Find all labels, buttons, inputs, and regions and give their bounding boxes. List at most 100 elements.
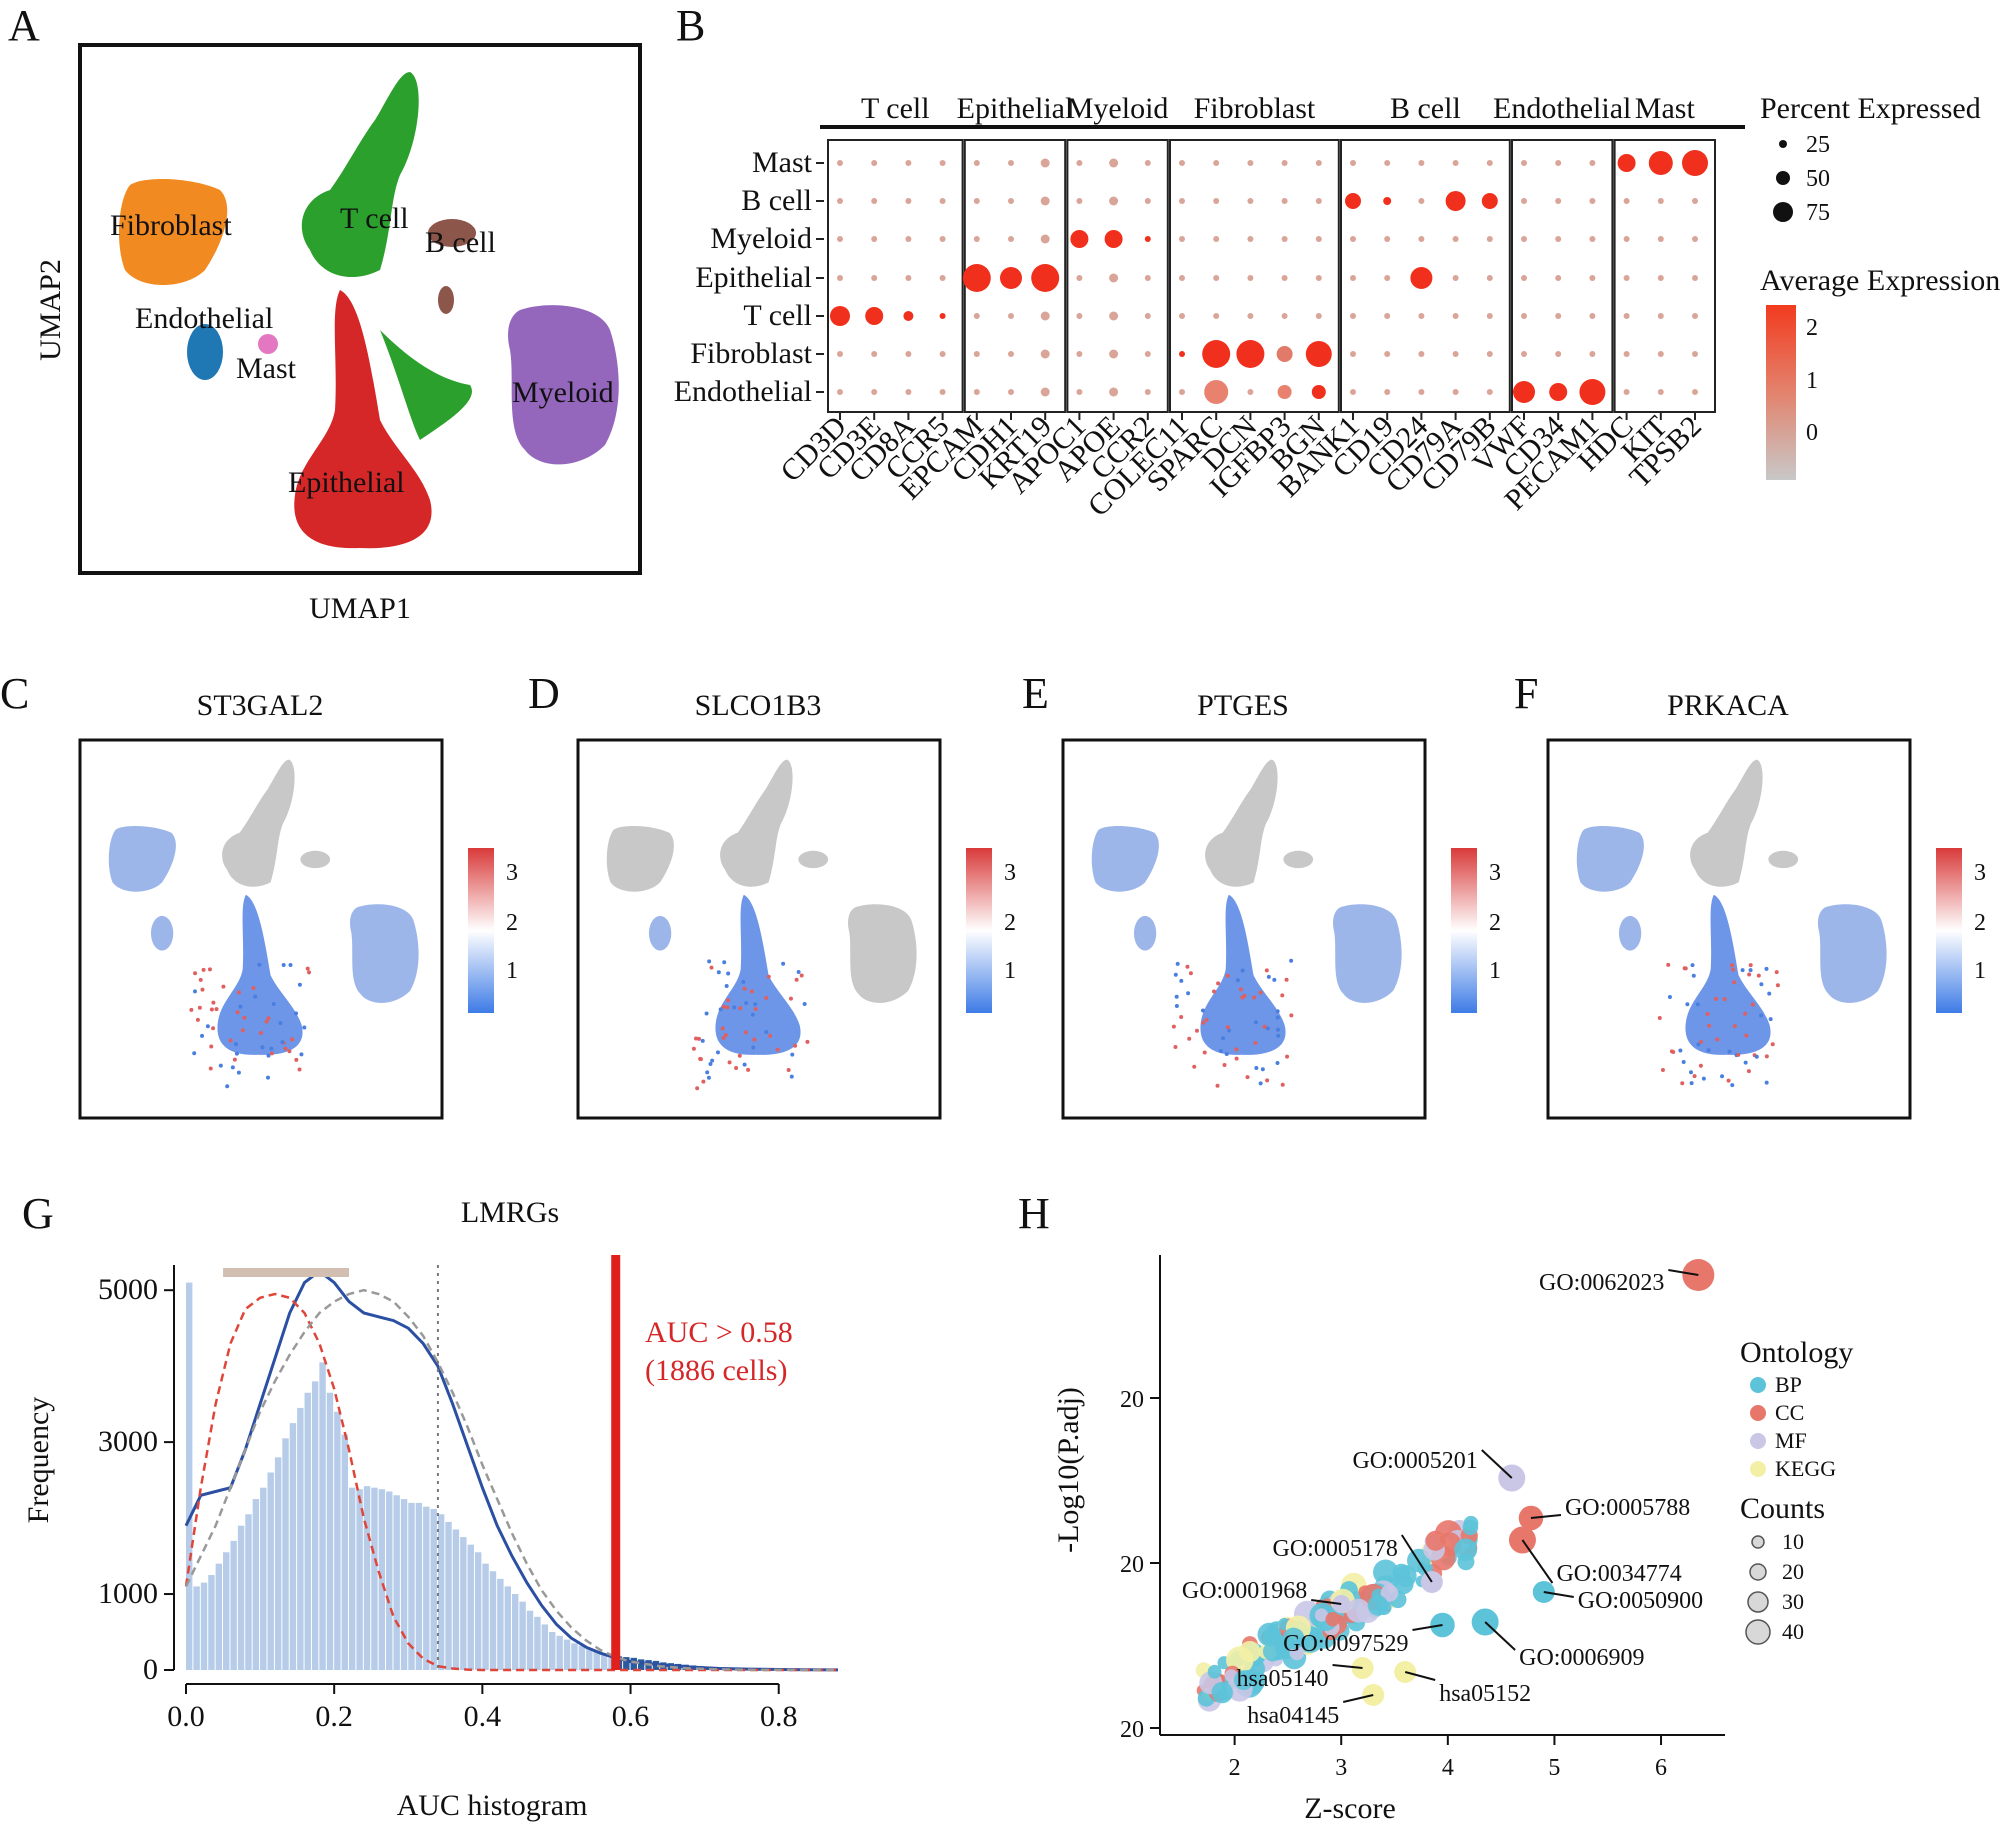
dotplot-dot xyxy=(1453,236,1459,242)
dotplot-dot xyxy=(1692,275,1698,281)
dotplot-dot xyxy=(1658,275,1664,281)
feature-speckle xyxy=(289,963,293,967)
histogram-range-bar xyxy=(223,1268,349,1277)
feature-colorbar xyxy=(1936,848,1962,1013)
histogram-bar xyxy=(260,1488,266,1670)
feature-speckle xyxy=(266,1076,270,1080)
dotplot-dot xyxy=(1204,380,1228,404)
dotplot-dot xyxy=(1076,275,1082,281)
dotplot-dot xyxy=(905,160,911,166)
feature-speckle xyxy=(744,1001,748,1005)
scatter-point-label: GO:0005201 xyxy=(1352,1448,1477,1474)
histogram-bar xyxy=(445,1522,451,1670)
panel-label-b: B xyxy=(676,1,705,50)
feature-speckle xyxy=(1744,1061,1748,1065)
dotplot-dot xyxy=(1008,198,1014,204)
counts-legend-label: 30 xyxy=(1782,1589,1804,1614)
feature-speckle xyxy=(1179,1015,1183,1019)
feature-speckle xyxy=(1212,990,1216,994)
dotplot-dot xyxy=(1145,389,1151,395)
feature-colorbar-tick-2: 2 xyxy=(1974,910,1986,936)
dotplot-dot xyxy=(871,160,877,166)
umap-panel-a: Fibroblast T cell B cell Endothelial Mas… xyxy=(34,45,640,625)
dotplot-dot xyxy=(1521,198,1527,204)
size-legend-50: 50 xyxy=(1806,166,1830,192)
dotplot-dot xyxy=(1624,236,1630,242)
feature-speckle xyxy=(1203,1051,1207,1055)
dotplot-dot xyxy=(1041,350,1050,359)
dotplot-dot xyxy=(1453,351,1459,357)
dotplot-dot xyxy=(1658,351,1664,357)
feature-speckle xyxy=(738,1054,742,1058)
dotplot-dot xyxy=(1041,235,1050,244)
histogram-bar xyxy=(238,1526,244,1670)
feature-speckle xyxy=(707,1076,711,1080)
feature-speckle xyxy=(750,990,754,994)
dotplot-dot xyxy=(837,198,843,204)
histogram-bar xyxy=(319,1362,325,1670)
dotplot-dot xyxy=(1418,313,1424,319)
histogram-x-tick-label: 0.6 xyxy=(612,1700,650,1733)
feature-speckle xyxy=(221,985,225,989)
dotplot-dot xyxy=(1282,198,1288,204)
feature-speckle xyxy=(1730,1083,1734,1087)
histogram-bar xyxy=(230,1541,236,1670)
feature-speckle xyxy=(1246,1075,1250,1079)
feature-speckle xyxy=(238,1005,242,1009)
feature-colorbar xyxy=(1451,848,1477,1013)
feature-speckle xyxy=(1764,967,1768,971)
dotplot-dot xyxy=(1549,383,1567,401)
dotplot-dot xyxy=(974,236,980,242)
dotplot-dot xyxy=(1179,275,1185,281)
dotplot-group-label: Myeloid xyxy=(1067,92,1169,125)
feature-speckle xyxy=(1755,1055,1759,1059)
feature-speckle xyxy=(1265,1078,1269,1082)
dotplot-dot xyxy=(1008,313,1014,319)
dotplot-dot xyxy=(1487,275,1493,281)
scatter-x-tick-label: 3 xyxy=(1335,1755,1347,1781)
feature-speckle xyxy=(1776,983,1780,987)
dotplot-dot xyxy=(1682,150,1708,176)
counts-legend-circle xyxy=(1750,1564,1766,1580)
histogram-bar xyxy=(393,1495,399,1670)
umap-a-xlabel: UMAP1 xyxy=(309,592,411,625)
dotplot-dot xyxy=(1213,160,1219,166)
ontology-legend-label: MF xyxy=(1775,1428,1807,1453)
feature-speckle xyxy=(206,1024,210,1028)
dotplot-dot xyxy=(1247,198,1253,204)
counts-legend-circle xyxy=(1746,1620,1770,1644)
feature-speckle xyxy=(695,1086,699,1090)
feature-speckle xyxy=(751,1046,755,1050)
histogram-bar xyxy=(512,1594,518,1670)
feature-speckle xyxy=(231,1065,235,1069)
dotplot-dot xyxy=(1316,275,1322,281)
feature-speckle xyxy=(284,1047,288,1051)
feature-speckle xyxy=(698,1057,702,1061)
feature-speckle xyxy=(233,1058,237,1062)
dotplot-dot xyxy=(1312,385,1326,399)
dotplot-dot xyxy=(1316,236,1322,242)
feature-speckle xyxy=(237,1071,241,1075)
feature-speckle xyxy=(1767,992,1771,996)
dotplot-dot xyxy=(1247,160,1253,166)
dotplot-dot xyxy=(1350,275,1356,281)
feature-colorbar xyxy=(468,848,494,1013)
dotplot-dot xyxy=(940,389,946,395)
feature-speckle xyxy=(219,1064,223,1068)
dotplot-group-box-5 xyxy=(1512,140,1612,412)
feature-speckle xyxy=(722,960,726,964)
dotplot-dot xyxy=(1070,230,1088,248)
feature-speckle xyxy=(726,972,730,976)
feature-speckle xyxy=(719,1007,723,1011)
color-legend-0: 0 xyxy=(1806,420,1818,446)
dotplot-dot xyxy=(1589,236,1595,242)
feature-speckle xyxy=(235,1052,239,1056)
feature-speckle xyxy=(270,1051,274,1055)
ontology-legend-label: BP xyxy=(1775,1372,1802,1397)
dotplot-dot xyxy=(1145,198,1151,204)
feature-speckle xyxy=(790,1053,794,1057)
histogram-bar xyxy=(268,1473,274,1671)
feature-speckle xyxy=(208,967,212,971)
dotplot-dot xyxy=(1213,198,1219,204)
